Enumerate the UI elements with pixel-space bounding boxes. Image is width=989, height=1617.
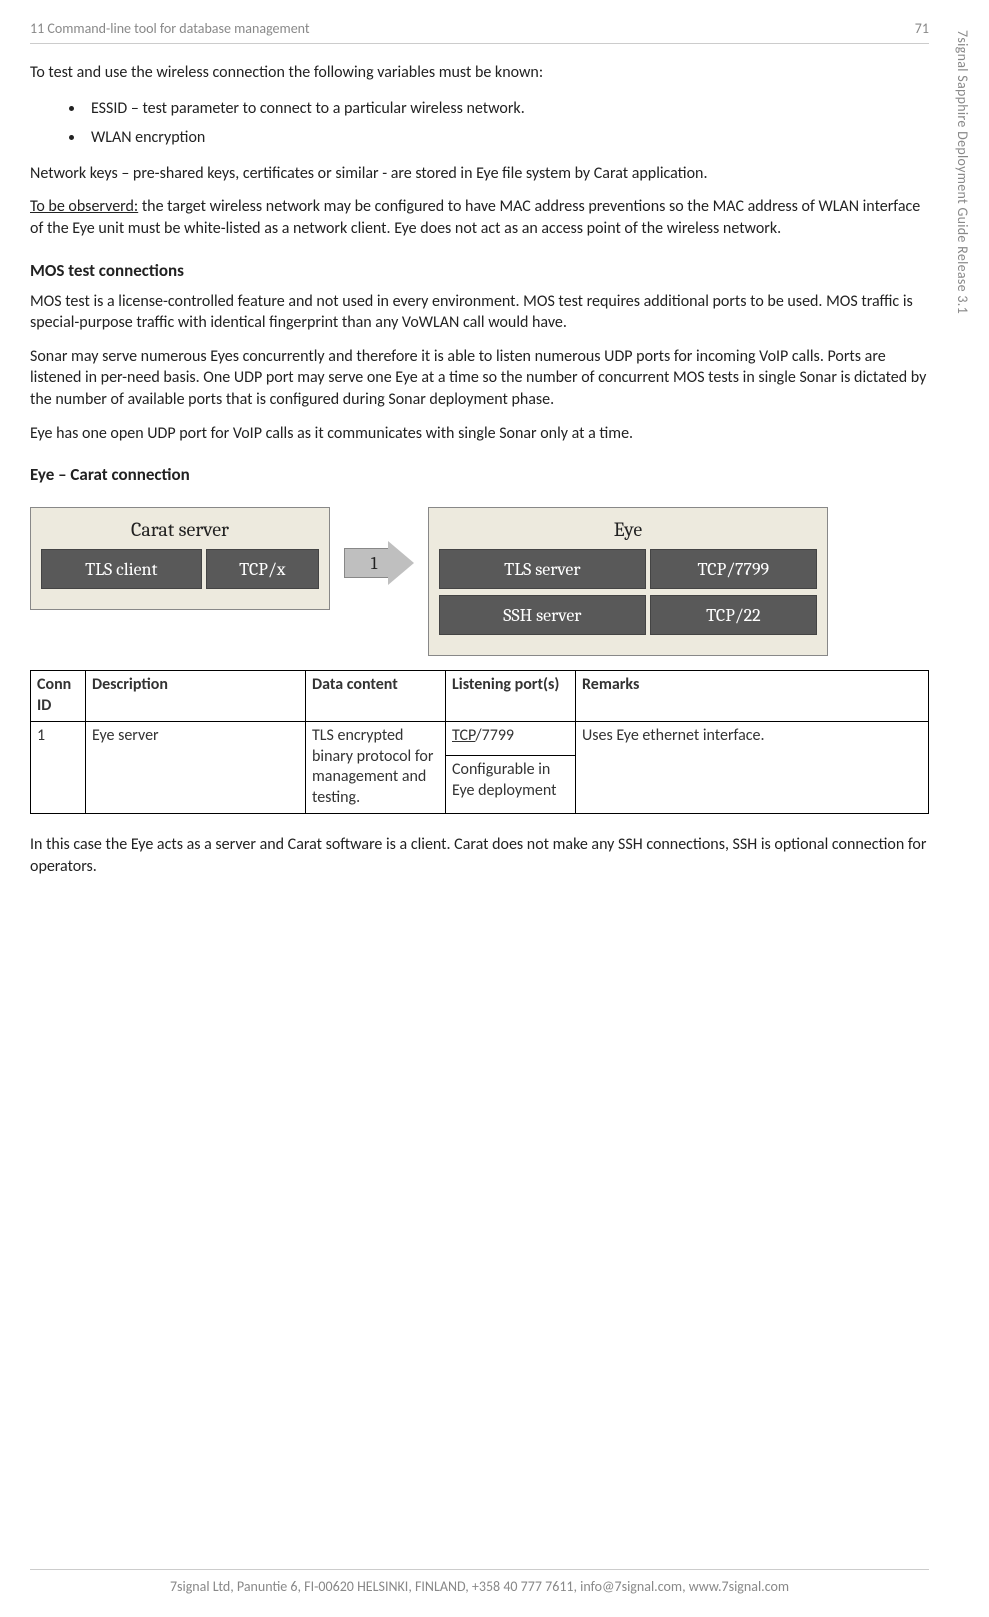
table-header-row: Conn ID Description Data content Listeni… [31,671,929,722]
td-remarks: Uses Eye ethernet interface. [576,721,929,813]
connection-diagram: Carat server TLS client TCP/x 1 Eye TLS … [30,507,929,656]
eye-ssh-server: SSH server [439,595,646,635]
th-description: Description [86,671,306,722]
eye-tls-port: TCP/7799 [650,549,817,589]
arrow-icon: 1 [344,541,414,585]
connection-table: Conn ID Description Data content Listeni… [30,670,929,814]
observed-label: To be observerd: [30,197,138,216]
td-conn-id: 1 [31,721,86,813]
carat-title: Carat server [41,518,319,541]
eye-ssh-port: TCP/22 [650,595,817,635]
carat-tls-client: TLS client [41,549,202,589]
td-port-1: TCP/7799 [446,721,576,755]
th-conn-id: Conn ID [31,671,86,722]
th-data-content: Data content [306,671,446,722]
th-remarks: Remarks [576,671,929,722]
arrow-label: 1 [344,541,414,585]
td-port-tcp: TCP [452,726,475,745]
td-data-content: TLS encrypted binary protocol for manage… [306,721,446,813]
td-port-2: Configurable in Eye deployment [446,755,576,813]
mos-paragraph-3: Eye has one open UDP port for VoIP calls… [30,423,929,445]
eye-carat-heading: Eye – Carat connection [30,464,929,485]
eye-title: Eye [439,518,817,541]
page-header: 11 Command-line tool for database manage… [30,20,929,44]
variable-list: ESSID – test parameter to connect to a p… [85,96,929,151]
carat-tcp-port: TCP/x [206,549,319,589]
observed-text: the target wireless network may be confi… [30,197,920,238]
observed-paragraph: To be observerd: the target wireless net… [30,196,929,239]
carat-server-box: Carat server TLS client TCP/x [30,507,330,610]
mos-paragraph-2: Sonar may serve numerous Eyes concurrent… [30,346,929,411]
th-listening-ports: Listening port(s) [446,671,576,722]
td-port-num: /7799 [475,726,514,745]
arrow-wrap: 1 [344,507,414,597]
header-page-number: 71 [915,20,929,37]
list-item: WLAN encryption [85,125,929,151]
page-footer: 7signal Ltd, Panuntie 6, FI-00620 HELSIN… [30,1569,929,1595]
side-doc-title: 7signal Sapphire Deployment Guide Releas… [954,30,971,314]
list-item: ESSID – test parameter to connect to a p… [85,96,929,122]
eye-tls-server: TLS server [439,549,646,589]
mos-heading: MOS test connections [30,260,929,281]
table-row: 1 Eye server TLS encrypted binary protoc… [31,721,929,755]
eye-box: Eye TLS server TCP/7799 SSH server TCP/2… [428,507,828,656]
td-description: Eye server [86,721,306,813]
network-keys-paragraph: Network keys – pre-shared keys, certific… [30,163,929,185]
mos-paragraph-1: MOS test is a license-controlled feature… [30,291,929,334]
header-left: 11 Command-line tool for database manage… [30,20,310,37]
intro-paragraph: To test and use the wireless connection … [30,62,929,84]
closing-paragraph: In this case the Eye acts as a server an… [30,834,929,877]
